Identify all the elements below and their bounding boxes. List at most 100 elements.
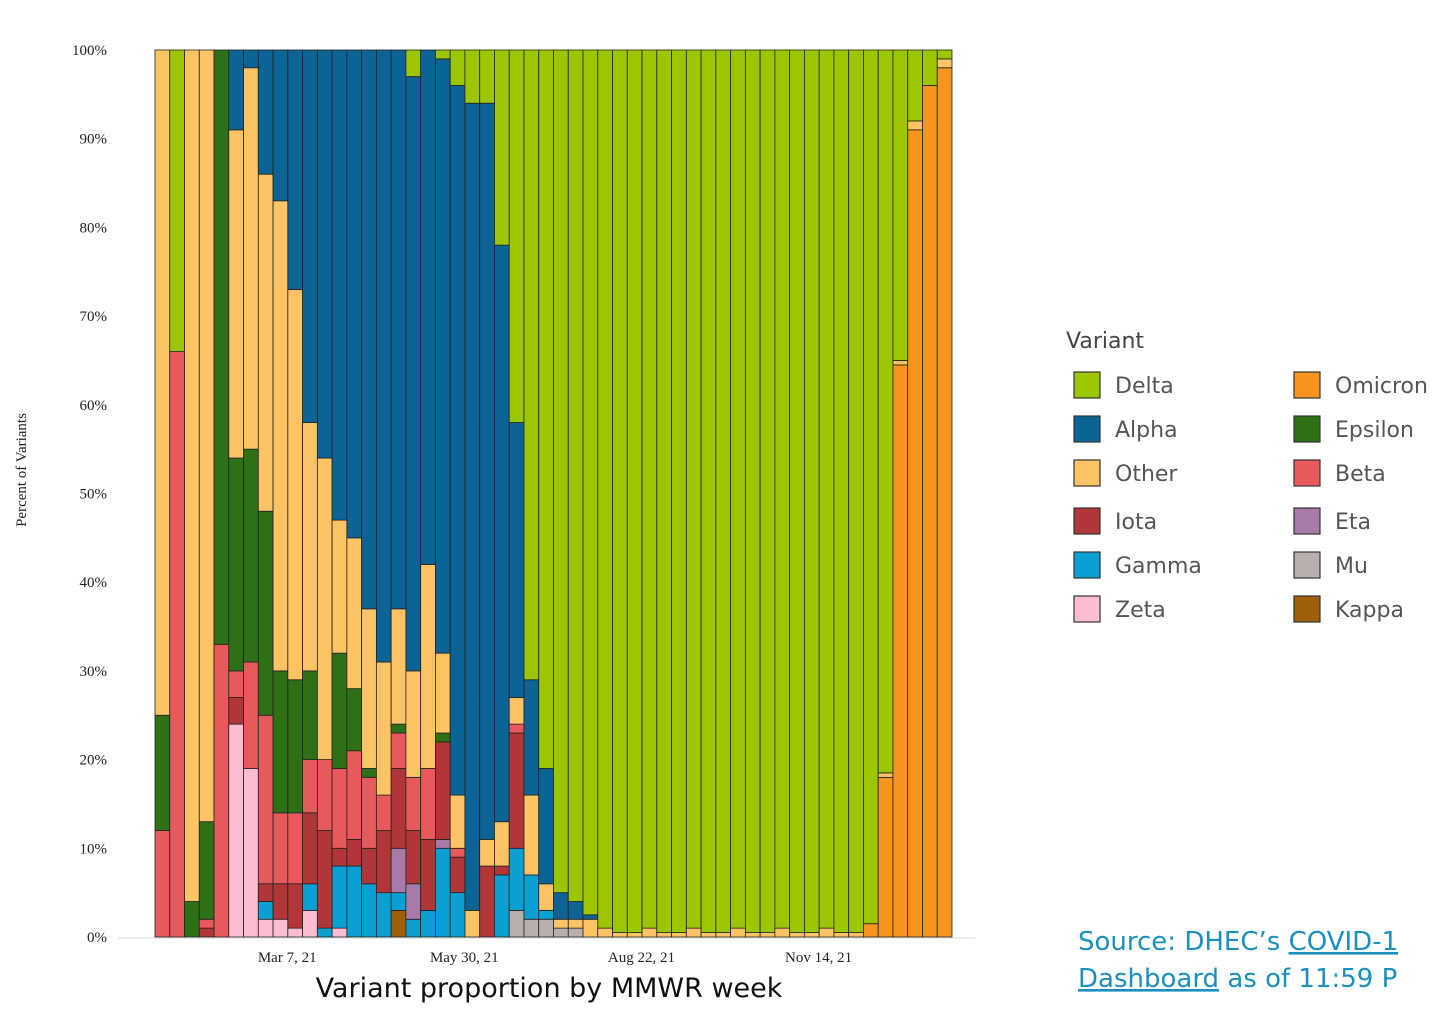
- legend-swatch: [1073, 551, 1101, 579]
- bar-segment: [257, 918, 274, 938]
- bar-segment: [494, 49, 510, 246]
- bar-segment: [346, 688, 363, 752]
- bar-segment: [700, 49, 717, 933]
- bar-segment: [818, 49, 835, 929]
- bar-segment: [228, 723, 244, 938]
- bar-segment: [405, 670, 422, 778]
- bar-segment: [789, 932, 805, 938]
- legend-label: Mu: [1335, 554, 1368, 579]
- bar-segment: [375, 794, 392, 831]
- legend-label: Delta: [1115, 374, 1174, 399]
- bar-segment: [346, 537, 363, 690]
- bar-segment: [272, 49, 289, 202]
- bar-segment: [553, 49, 569, 894]
- bar-segment: [892, 360, 909, 366]
- source-suffix: as of 11:59 P: [1227, 964, 1397, 994]
- bar-segment: [464, 102, 481, 911]
- bar-segment: [331, 652, 348, 769]
- bar-segment: [464, 909, 481, 938]
- bar-segment: [331, 927, 348, 938]
- legend-label: Alpha: [1115, 418, 1178, 443]
- bar-segment: [597, 927, 613, 938]
- bar-segment: [390, 49, 407, 610]
- bar-segment: [656, 932, 672, 938]
- bar-segment: [848, 49, 864, 933]
- bar-segment: [405, 49, 422, 78]
- bar-segment: [228, 697, 244, 725]
- bar-segment: [833, 932, 850, 938]
- bar-segment: [922, 49, 938, 86]
- bar-segment: [213, 49, 230, 645]
- y-tick-label: 70%: [80, 309, 108, 325]
- bar-segment: [567, 918, 584, 929]
- bar-segment: [553, 918, 569, 929]
- x-tick-label: Mar 7, 21: [258, 950, 317, 966]
- bar-segment: [494, 865, 510, 876]
- bar-segment: [257, 901, 274, 920]
- bar-segment: [405, 918, 422, 938]
- bar-segment: [243, 661, 259, 769]
- bar-segment: [464, 49, 481, 104]
- legend-label: Eta: [1335, 510, 1371, 535]
- y-tick-label: 30%: [80, 664, 108, 680]
- bar-segment: [228, 670, 244, 698]
- x-tick-label: May 30, 21: [430, 950, 499, 966]
- bar-segment: [405, 776, 422, 831]
- bar-segment: [228, 457, 244, 672]
- bar-segment: [494, 874, 510, 938]
- bar-segment: [641, 49, 658, 929]
- bar-segment: [567, 49, 584, 902]
- y-tick-label: 100%: [72, 43, 107, 59]
- bar-segment: [759, 49, 776, 933]
- bar-segment: [213, 643, 230, 938]
- bar-segment: [435, 49, 451, 60]
- y-axis-label: Percent of Variants: [14, 413, 30, 527]
- bar-segment: [715, 49, 732, 933]
- bar-segment: [154, 49, 171, 716]
- bar-segment: [848, 932, 864, 938]
- bar-segment: [479, 102, 495, 840]
- bar-segment: [877, 776, 894, 938]
- bar-segment: [774, 927, 791, 938]
- bar-segment: [582, 914, 599, 920]
- y-tick-label: 90%: [80, 132, 108, 148]
- bar-segment: [375, 49, 392, 663]
- bar-segment: [154, 830, 171, 938]
- legend-label: Omicron: [1335, 374, 1428, 399]
- bar-segment: [169, 351, 185, 938]
- bar-segment: [287, 927, 303, 938]
- bar-segment: [774, 49, 791, 929]
- bar-segment: [390, 608, 407, 725]
- legend-swatch: [1073, 507, 1101, 535]
- bar-segment: [818, 927, 835, 938]
- bar-segment: [641, 927, 658, 938]
- bar-segment: [243, 67, 259, 450]
- bar-segment: [331, 847, 348, 867]
- bar-segment: [877, 49, 894, 774]
- legend-swatch: [1293, 415, 1321, 443]
- bar-segment: [287, 49, 303, 290]
- bar-segment: [302, 812, 318, 885]
- bar-segment: [272, 918, 289, 938]
- bar-segment: [449, 85, 466, 796]
- bar-segment: [390, 768, 407, 849]
- bar-segment: [538, 49, 554, 769]
- bar-segment: [508, 723, 525, 734]
- source-link[interactable]: COVID-1: [1289, 927, 1399, 957]
- bar-segment: [582, 49, 599, 916]
- bar-segment: [361, 883, 377, 938]
- bar-segment: [243, 448, 259, 663]
- source-link[interactable]: Dashboard: [1078, 964, 1219, 994]
- bar-segment: [287, 883, 303, 929]
- bar-segment: [228, 129, 244, 459]
- bar-segment: [449, 49, 466, 86]
- bar-segment: [228, 49, 244, 131]
- bar-segment: [523, 918, 540, 938]
- bar-segment: [612, 932, 628, 938]
- bar-segment: [730, 927, 746, 938]
- bar-segment: [449, 794, 466, 849]
- bar-segment: [375, 892, 392, 938]
- bar-segment: [435, 732, 451, 743]
- bar-segment: [257, 883, 274, 902]
- bar-segment: [508, 422, 525, 698]
